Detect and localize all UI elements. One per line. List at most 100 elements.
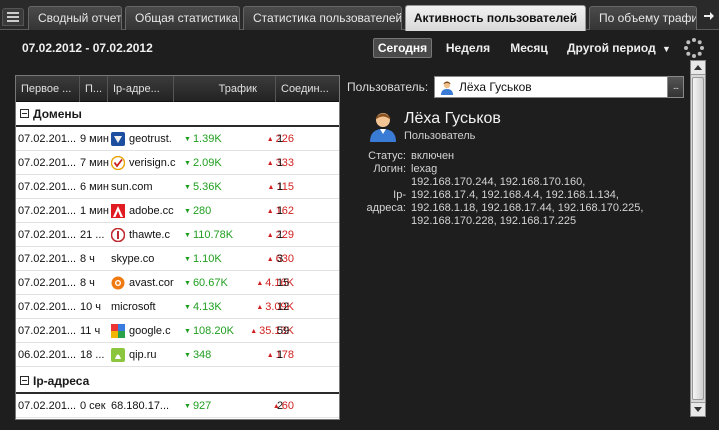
scroll-down-icon[interactable]: [691, 402, 705, 416]
collapse-icon[interactable]: [20, 376, 29, 385]
traffic-out-value: 630: [275, 253, 294, 265]
table-row[interactable]: 07.02.201... 8 ч avast.cor ▼ 60.67K ▲ 4.16K 15: [16, 272, 339, 295]
tab-user-stats[interactable]: Статистика пользователей: [243, 6, 402, 30]
table-row[interactable]: 07.02.201... 0 сек 68.180.17... ▼ 927 ▲ 60 2: [16, 395, 339, 418]
column-header-connections[interactable]: Соедин...: [281, 83, 329, 95]
column-header-traffic[interactable]: Трафик: [174, 76, 276, 102]
cell-duration: 0 сек: [80, 400, 106, 412]
cell-duration: 7 мин: [80, 157, 109, 169]
address-text: sun.com: [111, 181, 153, 193]
address-text: 68.180.17...: [111, 400, 170, 412]
cell-address: verisign.c: [111, 152, 191, 175]
tab-by-traffic[interactable]: По объему трафика: [589, 6, 697, 30]
cell-connections: 1: [277, 229, 284, 241]
table-row[interactable]: 07.02.201... 6 мин sun.com ▼ 5.36K ▲ 115 1: [16, 176, 339, 199]
cell-address: sun.com: [111, 176, 191, 199]
status-key: Статус:: [368, 150, 406, 162]
cell-duration: 6 мин: [80, 181, 109, 193]
traffic-out-value: 162: [275, 205, 294, 217]
table-row[interactable]: 07.02.201... 7 мин verisign.c ▼ 2.09K ▲ 333 1: [16, 152, 339, 175]
cell-first-seen: 07.02.201...: [18, 301, 77, 313]
table-row[interactable]: 06.02.201... 18 ... qip.ru ▼ 348 ▲ 178 1: [16, 344, 339, 367]
cell-traffic-in: ▼ 5.36K: [184, 176, 246, 199]
period-today-button[interactable]: Сегодня: [373, 38, 432, 58]
table-row[interactable]: 07.02.201... 8 ч skype.co ▼ 1.10K ▲ 630 3: [16, 248, 339, 271]
traffic-in-value: 348: [192, 349, 212, 361]
gear-icon[interactable]: [683, 37, 705, 59]
traffic-in-value: 2.09K: [192, 157, 222, 169]
cell-traffic-in: ▼ 1.10K: [184, 248, 246, 271]
cell-duration: 1 мин: [80, 205, 109, 217]
column-header-ip[interactable]: Ip-адре...: [108, 76, 174, 102]
login-value: lexag: [411, 163, 438, 175]
user-browse-button[interactable]: ...: [668, 76, 684, 98]
arrow-down-icon: ▼: [184, 403, 191, 410]
table-row[interactable]: 07.02.201... 1 мин adobe.cc ▼ 280 ▲ 162 1: [16, 200, 339, 223]
user-select-field[interactable]: Лёха Гуськов: [434, 76, 668, 98]
cell-first-seen: 07.02.201...: [18, 181, 77, 193]
group-header[interactable]: Ip-адреса: [16, 370, 339, 394]
cell-duration: 18 ...: [80, 349, 105, 361]
group-label: Домены: [33, 107, 82, 121]
tab-summary-report[interactable]: Сводный отчет: [28, 6, 122, 30]
address-text: skype.co: [111, 253, 155, 265]
traffic-in-value: 5.36K: [192, 181, 222, 193]
user-field-label: Пользователь:: [347, 80, 429, 94]
tab-user-activity[interactable]: Активность пользователей: [405, 5, 586, 31]
cell-first-seen: 07.02.201...: [18, 229, 77, 241]
cell-address: google.c: [111, 320, 191, 343]
user-avatar-icon: [370, 113, 396, 142]
tab-scroll-right-icon[interactable]: [703, 10, 715, 22]
arrow-down-icon: ▼: [184, 280, 191, 287]
period-custom-dropdown[interactable]: Другой период ▼: [566, 38, 674, 58]
cell-duration: 10 ч: [80, 301, 102, 313]
tab-general-stats[interactable]: Общая статистика: [125, 6, 240, 30]
traffic-out-value: 333: [275, 157, 294, 169]
arrow-up-icon: ▲: [267, 184, 275, 191]
traffic-out-value: 60: [281, 400, 294, 412]
traffic-in-value: 110.78K: [192, 229, 234, 241]
arrow-down-icon: ▼: [184, 136, 191, 143]
user-field-value: Лёха Гуськов: [459, 80, 532, 94]
address-text: microsoft: [111, 301, 156, 313]
vertical-scrollbar[interactable]: [690, 60, 706, 417]
period-week-button[interactable]: Неделя: [445, 41, 491, 55]
table-row[interactable]: 07.02.201... 11 ч google.c ▼ 108.20K ▲ 35.13K 5…: [16, 320, 339, 343]
cell-traffic-out: ▲ 229: [242, 224, 296, 247]
cell-traffic-out: ▲ 4.16K: [242, 272, 296, 295]
tabs-menu-icon[interactable]: [2, 8, 24, 26]
cell-connections: 1: [277, 205, 284, 217]
address-text: adobe.cc: [129, 205, 174, 217]
traffic-in-value: 1.10K: [192, 253, 222, 265]
arrow-up-icon: ▲: [266, 136, 274, 143]
scrollbar-thumb[interactable]: [692, 77, 704, 400]
cell-first-seen: 07.02.201...: [18, 277, 77, 289]
cell-traffic-in: ▼ 1.39K: [184, 128, 246, 151]
status-value: включен: [411, 150, 455, 162]
avast-icon: [111, 276, 125, 290]
cell-traffic-out: ▲ 60: [242, 395, 296, 418]
ip-value-line: 192.168.1.18, 192.168.17.44, 192.168.170…: [411, 202, 644, 214]
arrow-down-icon: ▼: [184, 184, 191, 191]
scroll-up-icon[interactable]: [691, 61, 705, 75]
table-row[interactable]: 07.02.201... 10 ч microsoft ▼ 4.13K ▲ 3.09K 12: [16, 296, 339, 319]
cell-duration: 8 ч: [80, 253, 95, 265]
traffic-out-value: 229: [275, 229, 294, 241]
period-month-button[interactable]: Месяц: [510, 41, 548, 55]
group-header[interactable]: Домены: [16, 103, 339, 127]
cell-traffic-out: ▲ 226: [242, 128, 296, 151]
geotrust-icon: [111, 132, 125, 146]
cell-address: 68.180.17...: [111, 395, 191, 418]
cell-connections: 3: [277, 253, 284, 265]
cell-connections: 2: [277, 400, 284, 412]
column-header-duration[interactable]: П...: [80, 76, 108, 102]
ip-key-line2: адреса:: [366, 202, 406, 214]
cell-first-seen: 07.02.201...: [18, 400, 77, 412]
traffic-out-value: 178: [275, 349, 294, 361]
table-row[interactable]: 07.02.201... 9 мин geotrust. ▼ 1.39K ▲ 226 1: [16, 128, 339, 151]
cell-traffic-out: ▲ 115: [242, 176, 296, 199]
collapse-icon[interactable]: [20, 109, 29, 118]
table-row[interactable]: 07.02.201... 21 ... thawte.c ▼ 110.78K ▲ 229 1: [16, 224, 339, 247]
column-header-first[interactable]: Первое ...: [16, 76, 80, 102]
group-label: Ip-адреса: [33, 374, 90, 388]
